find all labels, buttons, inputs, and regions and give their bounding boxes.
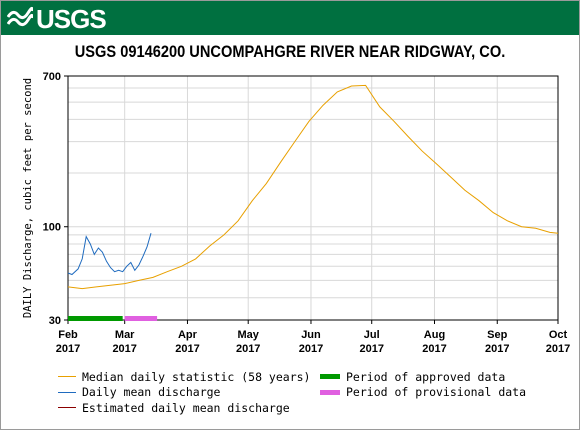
x-tick-month-label: Apr	[178, 329, 198, 341]
x-tick-year-label: 2017	[485, 343, 509, 355]
x-tick-month-label: May	[238, 329, 260, 341]
legend-swatch	[320, 389, 340, 395]
period-bar	[124, 316, 158, 321]
x-tick-month-label: Jul	[364, 329, 380, 341]
col1-legend-item: Median daily statistic (58 years)	[58, 369, 310, 385]
x-tick-month-label: Sep	[487, 329, 507, 341]
legend-label: Estimated daily mean discharge	[82, 400, 290, 415]
usgs-wave-icon	[6, 4, 34, 35]
median-series-line	[67, 84, 559, 290]
legend-column-1: Median daily statistic (58 years) Daily m…	[58, 369, 310, 416]
usgs-banner: USGS	[1, 1, 579, 35]
x-tick-month-label: Oct	[549, 329, 568, 341]
x-tick-year-label: 2017	[546, 343, 570, 355]
x-tick-year-label: 2017	[299, 343, 323, 355]
x-tick-month-label: Feb	[58, 329, 78, 341]
legend-swatch	[58, 376, 76, 378]
plot-area-border	[67, 75, 559, 321]
legend-swatch	[58, 391, 76, 393]
legend-label: Median daily statistic (58 years)	[82, 369, 311, 384]
x-tick-year-label: 2017	[175, 343, 199, 355]
y-axis-label: DAILY Discharge, cubic feet per second	[22, 78, 34, 318]
daily-mean-series-line	[67, 233, 152, 276]
usgs-logo-text: USGS	[36, 3, 107, 34]
chart-title: USGS 09146200 UNCOMPAHGRE RIVER NEAR RID…	[74, 42, 506, 61]
x-tick-month-label: Mar	[115, 329, 135, 341]
x-tick-year-label: 2017	[112, 343, 136, 355]
col1-legend-item: Daily mean discharge	[58, 385, 310, 401]
x-tick-month-label: Aug	[424, 329, 445, 341]
x-tick-month-label: Jun	[301, 329, 321, 341]
usgs-logo[interactable]: USGS	[6, 3, 107, 35]
x-tick-year-label: 2017	[236, 343, 260, 355]
y-tick-label: 700	[43, 71, 61, 83]
legend-swatch	[58, 407, 76, 409]
col2-legend-item: Period of provisional data	[320, 385, 526, 401]
col2-legend-item: Period of approved data	[320, 369, 526, 385]
col1-legend-item: Estimated daily mean discharge	[58, 400, 310, 416]
legend-label: Period of provisional data	[346, 385, 527, 400]
y-tick-label: 30	[49, 315, 61, 327]
legend-column-2: Period of approved data Period of provisi…	[320, 369, 526, 400]
x-tick-year-label: 2017	[56, 343, 80, 355]
legend-label: Daily mean discharge	[82, 385, 221, 400]
period-bar	[68, 316, 123, 321]
legend-swatch	[320, 374, 340, 380]
x-tick-year-label: 2017	[359, 343, 383, 355]
y-tick-label: 100	[43, 222, 61, 234]
legend-label: Period of approved data	[346, 369, 506, 384]
x-tick-year-label: 2017	[422, 343, 446, 355]
